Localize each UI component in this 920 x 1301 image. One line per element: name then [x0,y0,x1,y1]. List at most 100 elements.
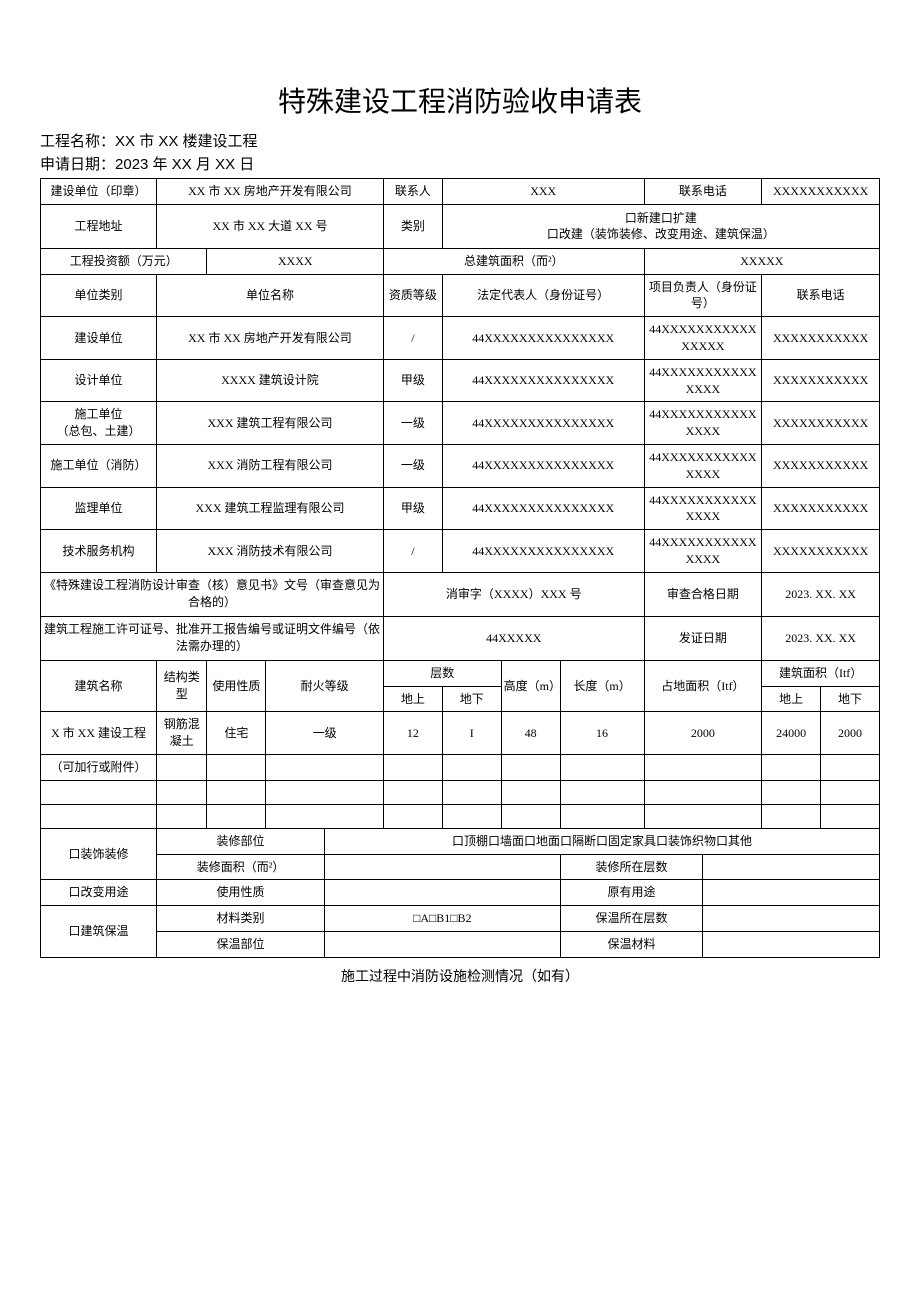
value-permit: 44XXXXX [383,616,644,660]
unit-type: 施工单位（消防） [41,444,157,487]
cell-empty [41,804,157,828]
bh-name: 建筑名称 [41,660,157,712]
value-deco-area [325,854,560,880]
building-fire: 一级 [266,712,384,755]
header-unit-phone: 联系电话 [762,274,880,317]
header-unit-type: 单位类别 [41,274,157,317]
footer-text: 施工过程中消防设施检测情况（如有） [40,966,880,986]
label-investment: 工程投资额（万元） [41,248,207,274]
project-name-value: XX 市 XX 楼建设工程 [115,133,258,150]
category-line1: 口新建口扩建 [445,210,877,227]
label-contact: 联系人 [383,179,442,205]
unit-phone: XXXXXXXXXXX [762,359,880,402]
cell-empty [501,754,560,780]
cell-empty [383,804,442,828]
cell-empty [762,754,821,780]
bh-below: 地下 [442,686,501,712]
building-above: 12 [383,712,442,755]
unit-legal: 44XXXXXXXXXXXXXXX [442,487,644,530]
unit-type: 施工单位 （总包、土建） [41,402,157,445]
value-deco-floors [703,854,880,880]
unit-lead: 44XXXXXXXXXXXXXXX [644,402,762,445]
unit-type: 设计单位 [41,359,157,402]
label-decoration: 口装饰装修 [41,828,157,880]
label-construction-unit: 建设单位（印章） [41,179,157,205]
building-height: 48 [501,712,560,755]
cell-empty [560,754,644,780]
cell-empty [821,804,880,828]
cell-empty [266,754,384,780]
label-deco-part: 装修部位 [157,828,325,854]
header-project-lead: 项目负责人（身份证号） [644,274,762,317]
cell-empty [442,780,501,804]
unit-name: XXX 建筑工程有限公司 [157,402,384,445]
label-review-doc: 《特殊建设工程消防设计审查（核）意见书》文号（审查意见为合格的） [41,572,384,616]
bh-fire: 耐火等级 [266,660,384,712]
bh-area-above: 地上 [762,686,821,712]
apply-date-line: 申请日期：2023 年 XX 月 XX 日 [40,153,880,174]
cell-empty [560,804,644,828]
value-investment: XXXX [207,248,384,274]
unit-legal: 44XXXXXXXXXXXXXXX [442,359,644,402]
label-phone: 联系电话 [644,179,762,205]
unit-qual: / [383,317,442,360]
unit-phone: XXXXXXXXXXX [762,317,880,360]
value-construction-unit: XX 市 XX 房地产开发有限公司 [157,179,384,205]
cell-empty [644,780,762,804]
label-usage-nature: 使用性质 [157,880,325,906]
unit-qual: 一级 [383,402,442,445]
label-insul-material: 保温材料 [560,931,703,957]
cell-empty [762,804,821,828]
unit-lead: 44XXXXXXXXXXXXXXX [644,487,762,530]
application-table: 建设单位（印章） XX 市 XX 房地产开发有限公司 联系人 XXX 联系电话 … [40,178,880,958]
value-deco-part: 口顶棚口墙面口地面口隔断口固定家具口装饰织物口其他 [325,828,880,854]
unit-qual: / [383,530,442,573]
header-legal-rep: 法定代表人（身份证号） [442,274,644,317]
value-phone: XXXXXXXXXXX [762,179,880,205]
value-material-type: □A□B1□B2 [325,906,560,932]
unit-type: 技术服务机构 [41,530,157,573]
unit-lead: 44XXXXXXXXXXXXXXX [644,359,762,402]
building-length: 16 [560,712,644,755]
building-land: 2000 [644,712,762,755]
value-address: XX 市 XX 大道 XX 号 [157,204,384,248]
cell-empty [501,804,560,828]
unit-lead: 44XXXXXXXXXXXXXXX [644,444,762,487]
label-insul-floors: 保温所在层数 [560,906,703,932]
label-usage-change: 口改变用途 [41,880,157,906]
value-review-date: 2023. XX. XX [762,572,880,616]
bh-length: 长度（m） [560,660,644,712]
cell-empty [762,780,821,804]
unit-type: 建设单位 [41,317,157,360]
unit-qual: 一级 [383,444,442,487]
unit-qual: 甲级 [383,359,442,402]
apply-date-value: 2023 年 XX 月 XX 日 [115,156,254,173]
value-insul-part [325,931,560,957]
building-name: X 市 XX 建设工程 [41,712,157,755]
building-note: （可加行或附件） [41,754,157,780]
cell-empty [821,754,880,780]
unit-legal: 44XXXXXXXXXXXXXXX [442,444,644,487]
cell-empty [266,804,384,828]
bh-area-below: 地下 [821,686,880,712]
label-original-usage: 原有用途 [560,880,703,906]
cell-empty [157,754,207,780]
bh-land-area: 占地面积（Itf） [644,660,762,712]
unit-lead: 44XXXXXXXXXXXXXXXX [644,317,762,360]
cell-empty [383,754,442,780]
unit-name: XXX 消防技术有限公司 [157,530,384,573]
unit-phone: XXXXXXXXXXX [762,530,880,573]
cell-empty [442,754,501,780]
unit-legal: 44XXXXXXXXXXXXXXX [442,317,644,360]
apply-date-label: 申请日期： [40,156,115,173]
category-line2: 口改建（装饰装修、改变用途、建筑保温） [445,226,877,243]
building-area-below: 2000 [821,712,880,755]
unit-legal: 44XXXXXXXXXXXXXXX [442,530,644,573]
unit-qual: 甲级 [383,487,442,530]
label-insul-part: 保温部位 [157,931,325,957]
unit-lead: 44XXXXXXXXXXXXXXX [644,530,762,573]
label-deco-area: 装修面积（而²） [157,854,325,880]
value-usage-nature [325,880,560,906]
bh-floors: 层数 [383,660,501,686]
header-qualification: 资质等级 [383,274,442,317]
